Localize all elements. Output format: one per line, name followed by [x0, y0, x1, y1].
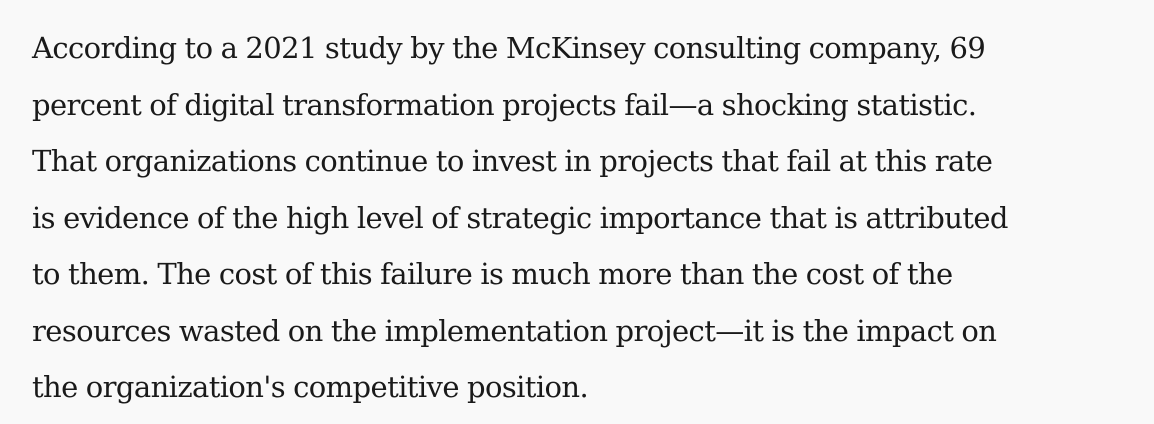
- paragraph-line-4: is evidence of the high level of strateg…: [32, 200, 1008, 235]
- article-paragraph: According to a 2021 study by the McKinse…: [32, 20, 1122, 416]
- paragraph-line-6: resources wasted on the implementation p…: [32, 313, 997, 348]
- paragraph-line-1: According to a 2021 study by the McKinse…: [32, 31, 986, 65]
- paragraph-line-5: to them. The cost of this failure is muc…: [32, 257, 953, 291]
- paragraph-line-7: the organization's competitive position.: [32, 370, 589, 404]
- paragraph-line-3: That organizations continue to invest in…: [32, 144, 993, 178]
- paragraph-line-2: percent of digital transformation projec…: [32, 87, 977, 122]
